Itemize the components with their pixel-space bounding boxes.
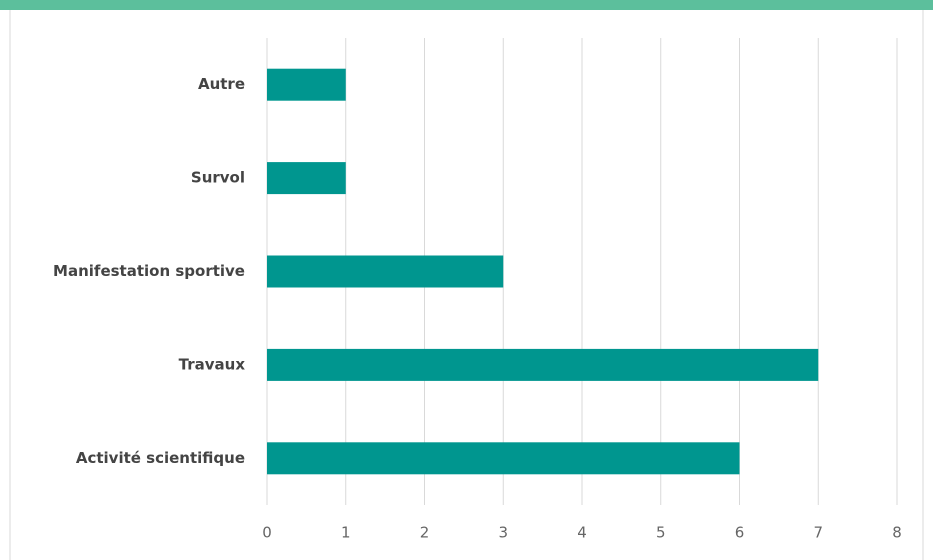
y-tick-label: Manifestation sportive	[53, 262, 245, 280]
bar	[267, 255, 504, 288]
y-tick-label: Activité scientifique	[76, 449, 245, 467]
x-tick-label: 8	[892, 524, 902, 542]
header-band	[0, 0, 933, 10]
y-tick-label: Survol	[191, 169, 245, 187]
bar	[267, 348, 819, 381]
x-tick-label: 7	[813, 524, 823, 542]
x-tick-label: 5	[656, 524, 666, 542]
bar	[267, 442, 740, 475]
y-tick-label: Autre	[198, 75, 245, 93]
bar	[267, 68, 346, 101]
x-tick-label: 3	[498, 524, 508, 542]
bar	[267, 162, 346, 195]
x-tick-label: 0	[262, 524, 272, 542]
x-tick-label: 4	[577, 524, 587, 542]
x-tick-label: 1	[341, 524, 351, 542]
x-tick-label: 6	[735, 524, 745, 542]
y-tick-label: Travaux	[179, 355, 246, 373]
x-tick-label: 2	[420, 524, 430, 542]
